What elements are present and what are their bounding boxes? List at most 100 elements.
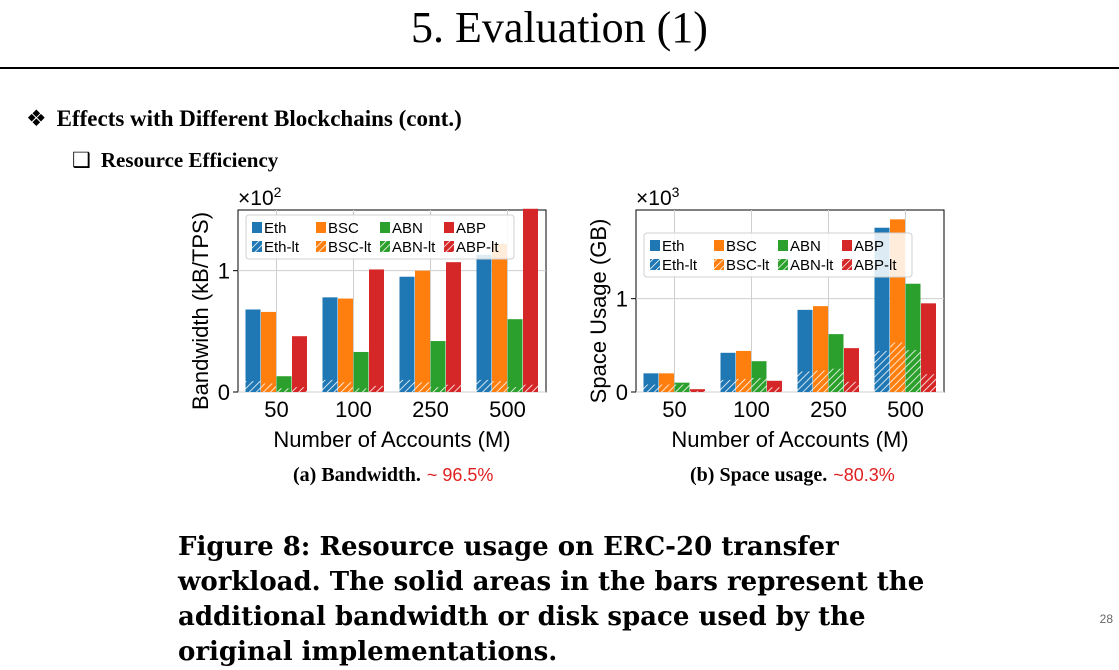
bar-abn-250 bbox=[430, 341, 446, 392]
legend-label-abp-lt: ABP-lt bbox=[854, 257, 897, 274]
space-usage-chart: 0 1 50 100 250 500 Number of Accounts (M) Space… bbox=[586, 184, 945, 452]
bar-eth-lt-250 bbox=[399, 379, 415, 392]
legend-swatch bbox=[252, 222, 262, 233]
legend-label-eth: Eth bbox=[662, 238, 685, 255]
chart-legend: Eth Eth-lt BSC BSC-lt ABN ABN-lt ABP ABP-lt bbox=[245, 214, 515, 260]
bar-bsc-lt-250 bbox=[415, 382, 430, 392]
bar-abp-50 bbox=[690, 389, 705, 392]
subcaption-bandwidth-note: ~ 96.5% bbox=[426, 465, 494, 485]
x-tick-label: 500 bbox=[489, 397, 526, 422]
legend-label-abn-lt: ABN-lt bbox=[790, 257, 834, 274]
y-tick-label: 0 bbox=[616, 380, 628, 405]
y-tick-label: 1 bbox=[616, 287, 628, 312]
bar-bsc-lt-500 bbox=[492, 381, 507, 392]
x-tick-label: 250 bbox=[810, 397, 847, 422]
bar-abn-lt-250 bbox=[828, 368, 844, 392]
bar-bsc-lt-250 bbox=[813, 370, 828, 392]
bar-abn-lt-500 bbox=[905, 350, 921, 392]
bar-bsc-50 bbox=[261, 311, 276, 392]
bar-eth-lt-250 bbox=[797, 371, 813, 392]
slide-title: 5. Evaluation (1) bbox=[411, 3, 708, 52]
legend-swatch bbox=[714, 240, 724, 251]
legend-label-eth-lt: Eth-lt bbox=[662, 257, 698, 274]
bar-bsc-lt-50 bbox=[261, 383, 276, 392]
legend-label-bsc-lt: BSC-lt bbox=[328, 239, 372, 256]
bar-eth-lt-100 bbox=[720, 379, 736, 392]
legend-swatch-hatched bbox=[316, 241, 326, 252]
bullet-heading: ❖ Effects with Different Blockchains (con… bbox=[26, 106, 462, 132]
legend-swatch bbox=[316, 222, 326, 233]
bar-eth-lt-50 bbox=[643, 384, 659, 392]
bar-abn-lt-250 bbox=[430, 387, 446, 392]
legend-label-abp: ABP bbox=[456, 220, 486, 237]
bar-abp-250 bbox=[446, 262, 461, 392]
legend-label-abn: ABN bbox=[790, 238, 821, 255]
bandwidth-chart: 0 1 50 100 250 500 Number of Accounts (M) Bandw… bbox=[188, 184, 547, 452]
bar-abp-lt-50 bbox=[292, 387, 307, 392]
x-tick-label: 250 bbox=[412, 397, 449, 422]
subcaption-space-usage-label: (b) Space usage. bbox=[690, 464, 828, 486]
bar-bsc-250 bbox=[415, 270, 430, 392]
bar-abp-100 bbox=[767, 380, 782, 392]
bar-abn-500 bbox=[507, 319, 523, 392]
page-number: 28 bbox=[1099, 612, 1113, 626]
legend-swatch-hatched bbox=[714, 259, 724, 270]
bar-abp-lt-250 bbox=[844, 381, 859, 392]
bar-abn-lt-50 bbox=[276, 388, 292, 392]
x-tick-label: 50 bbox=[264, 397, 288, 422]
bar-eth-100 bbox=[322, 297, 338, 392]
bar-abp-250 bbox=[844, 348, 859, 392]
bar-abp-50 bbox=[292, 336, 307, 392]
x-axis-label: Number of Accounts (M) bbox=[273, 427, 510, 452]
legend-label-bsc: BSC bbox=[328, 220, 359, 237]
bar-bsc-100 bbox=[338, 298, 353, 392]
bar-abn-100 bbox=[353, 351, 369, 392]
figure-caption: Figure 8: Resource usage on ERC-20 trans… bbox=[178, 532, 925, 667]
bar-bsc-lt-100 bbox=[338, 382, 353, 392]
bar-abp-lt-250 bbox=[446, 384, 461, 392]
bar-bsc-lt-500 bbox=[890, 342, 905, 392]
square-bullet-icon: ❑ bbox=[72, 148, 91, 172]
bar-abn-lt-500 bbox=[507, 387, 523, 392]
legend-swatch bbox=[380, 222, 390, 233]
bar-eth-lt-500 bbox=[476, 379, 492, 392]
y-axis-label: Space Usage (GB) bbox=[586, 219, 611, 404]
bar-eth-lt-50 bbox=[245, 381, 261, 392]
y-tick-label: 0 bbox=[218, 380, 230, 405]
legend-swatch bbox=[778, 240, 788, 251]
bar-bsc-250 bbox=[813, 306, 828, 392]
legend-label-abn: ABN bbox=[392, 220, 423, 237]
bar-bsc-lt-50 bbox=[659, 384, 674, 392]
x-tick-label: 100 bbox=[335, 397, 372, 422]
diamond-bullet-icon: ❖ bbox=[26, 106, 47, 131]
bar-abp-500 bbox=[523, 208, 538, 392]
legend-label-abp-lt: ABP-lt bbox=[456, 239, 499, 256]
bar-eth-250 bbox=[399, 276, 415, 392]
bar-eth-lt-500 bbox=[874, 350, 890, 392]
legend-label-bsc-lt: BSC-lt bbox=[726, 257, 770, 274]
x-tick-label: 100 bbox=[733, 397, 770, 422]
bar-abn-lt-100 bbox=[751, 378, 767, 392]
legend-swatch-hatched bbox=[444, 241, 454, 252]
bar-abp-lt-50 bbox=[690, 391, 705, 392]
axis-multiplier: ×102 bbox=[238, 184, 282, 210]
subcaption-bandwidth-label: (a) Bandwidth. bbox=[293, 464, 421, 486]
legend-label-bsc: BSC bbox=[726, 238, 757, 255]
legend-label-abn-lt: ABN-lt bbox=[392, 239, 436, 256]
x-tick-label: 500 bbox=[887, 397, 924, 422]
axis-multiplier: ×103 bbox=[636, 184, 680, 210]
bar-abp-500 bbox=[921, 303, 936, 392]
bar-eth-50 bbox=[245, 309, 261, 392]
bar-abp-lt-100 bbox=[767, 387, 782, 392]
subcaption-space-usage: (b) Space usage. ~80.3% bbox=[690, 464, 895, 487]
bar-abp-lt-500 bbox=[921, 374, 936, 392]
bar-abn-lt-100 bbox=[353, 388, 369, 392]
bar-bsc-lt-100 bbox=[736, 378, 751, 392]
legend-swatch-hatched bbox=[842, 259, 852, 270]
bar-eth-lt-100 bbox=[322, 379, 338, 392]
legend-label-abp: ABP bbox=[854, 238, 884, 255]
bar-bsc-500 bbox=[492, 243, 507, 392]
bar-abp-lt-500 bbox=[523, 384, 538, 392]
legend-swatch-hatched bbox=[252, 241, 262, 252]
bullet-heading-text: Effects with Different Blockchains (cont… bbox=[56, 106, 462, 131]
